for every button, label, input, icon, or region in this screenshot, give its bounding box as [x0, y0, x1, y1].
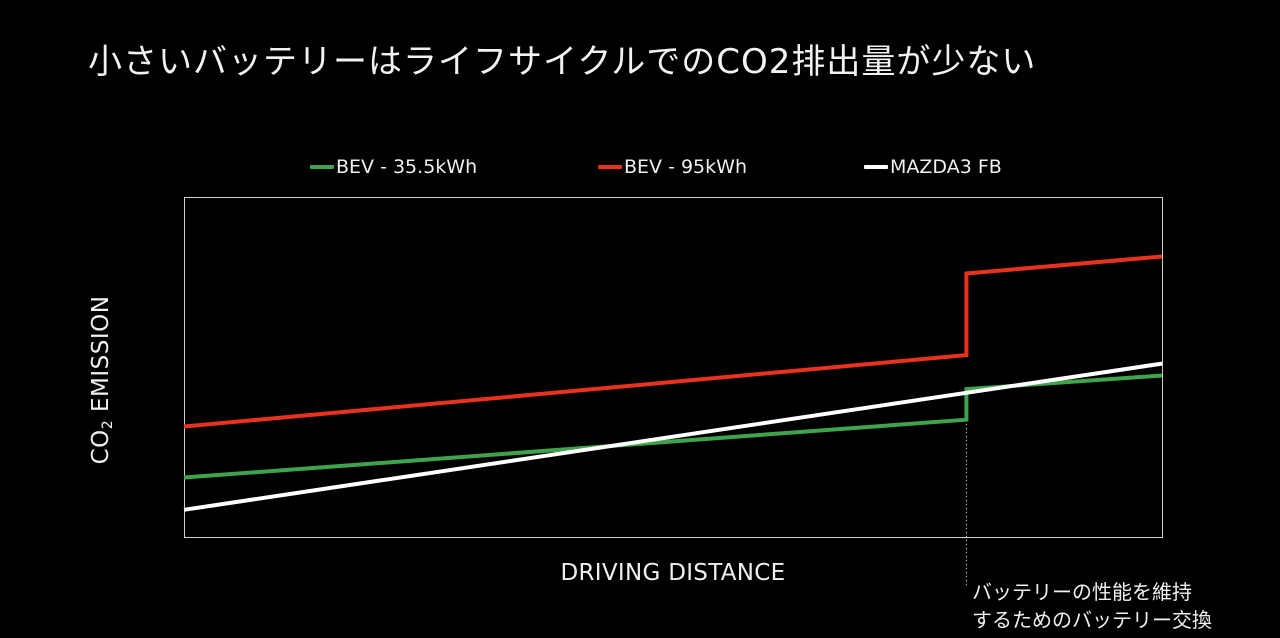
x-axis-label: DRIVING DISTANCE	[560, 560, 786, 586]
legend-swatch-mazda3	[864, 165, 888, 169]
series-line-bev-35	[183, 373, 1163, 480]
plot-frame	[184, 197, 1163, 538]
series-line-bev-95	[183, 254, 1163, 429]
battery-replacement-note: バッテリーの性能を維持 するためのバッテリー交換	[972, 578, 1212, 634]
y-axis-label-subscript: 2	[100, 419, 116, 430]
legend-item-bev-95: BEV - 95kWh	[598, 156, 747, 178]
annotation-line-1: バッテリーの性能を維持	[972, 580, 1192, 604]
slide-title: 小さいバッテリーはライフサイクルでのCO2排出量が少ない	[88, 42, 1037, 82]
y-axis-label-emission: EMISSION	[88, 295, 114, 420]
series-line-mazda3	[183, 361, 1163, 512]
y-axis-label-co: CO	[88, 429, 114, 465]
legend-item-mazda3: MAZDA3 FB	[864, 156, 1002, 178]
annotation-line-2: するためのバッテリー交換	[972, 608, 1212, 632]
legend-item-bev-35: BEV - 35.5kWh	[310, 156, 477, 178]
legend-swatch-bev-35	[310, 165, 334, 169]
legend-label-bev-35: BEV - 35.5kWh	[336, 156, 478, 178]
chart-legend: BEV - 35.5kWh BEV - 95kWh MAZDA3 FB	[0, 156, 1280, 182]
legend-label-mazda3: MAZDA3 FB	[890, 156, 1002, 178]
legend-swatch-bev-95	[598, 165, 622, 169]
legend-label-bev-95: BEV - 95kWh	[624, 156, 747, 178]
